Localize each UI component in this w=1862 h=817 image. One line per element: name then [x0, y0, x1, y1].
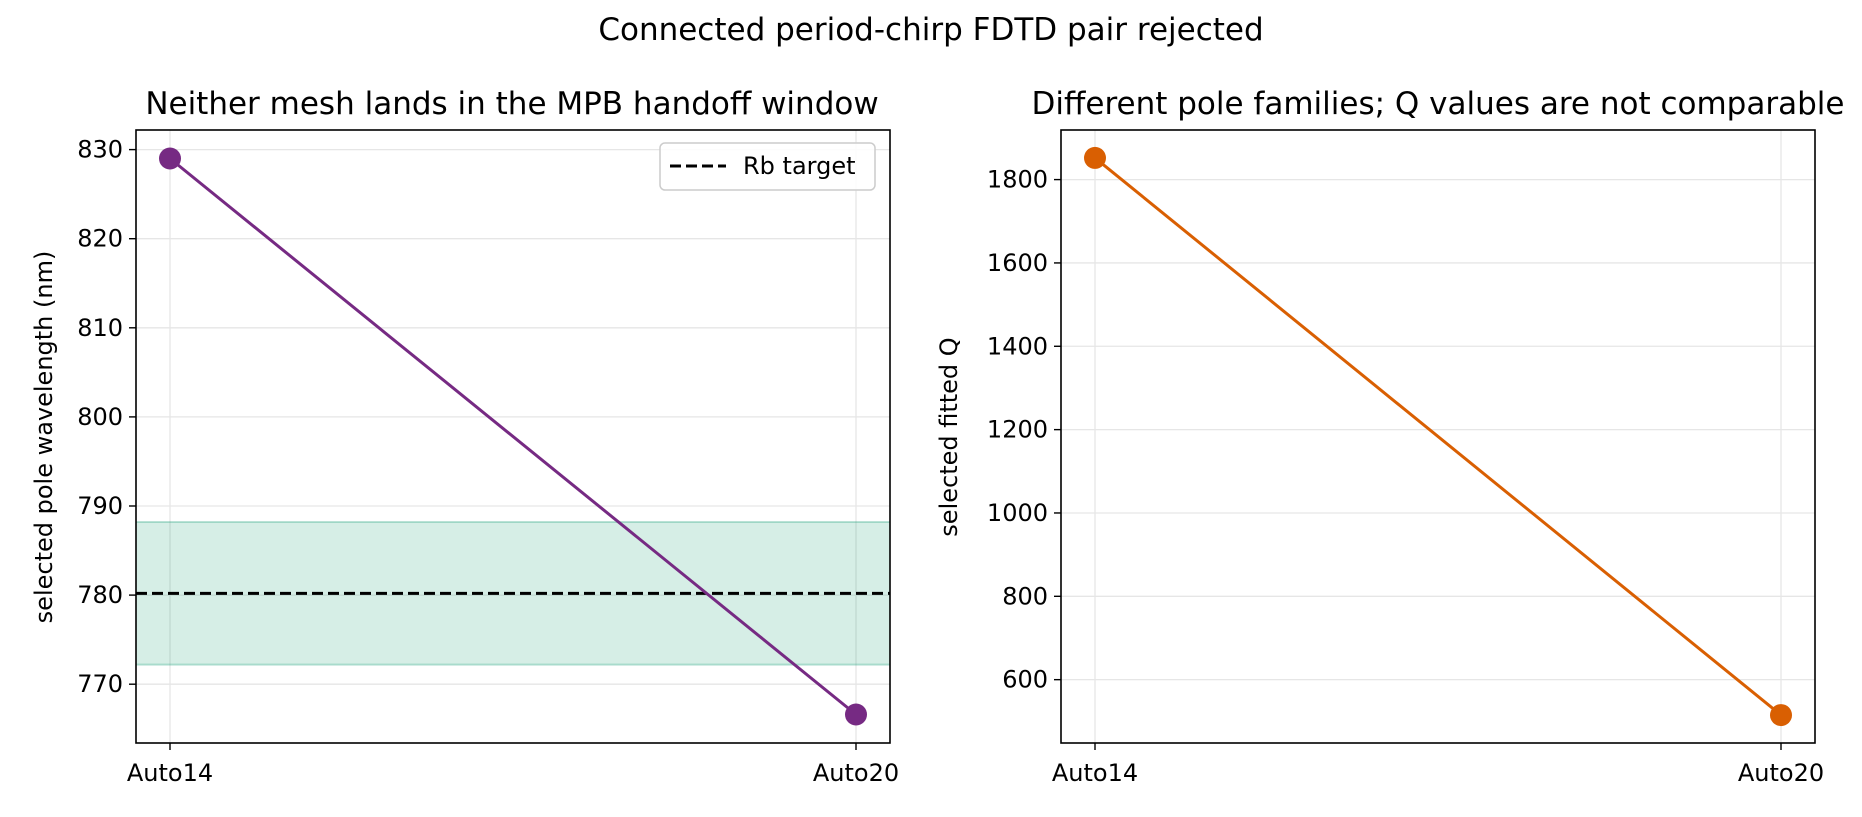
series-line-q [1094, 156, 1782, 717]
chart-panel-q: Different pole families; Q values are no… [935, 86, 1844, 787]
y-tick-label: 800 [1002, 582, 1048, 610]
x-tick-label-auto14: Auto14 [1052, 759, 1138, 787]
series-wavelength [159, 147, 867, 726]
panel-title-wavelength: Neither mesh lands in the MPB handoff wi… [145, 86, 878, 122]
data-point-auto20 [1770, 704, 1792, 727]
data-point-auto14 [159, 147, 181, 170]
grid-wavelength [136, 130, 890, 743]
x-ticks-wavelength: Auto14 Auto20 [127, 743, 899, 787]
y-tick-label: 800 [77, 403, 123, 431]
plot-frame-wavelength [135, 129, 891, 744]
grid-q [1061, 130, 1815, 743]
y-axis-label-q: selected fitted Q [935, 337, 963, 536]
legend-box [659, 142, 876, 191]
y-tick-label: 1400 [987, 332, 1048, 360]
series-q [1084, 146, 1792, 727]
data-point-auto14 [1084, 146, 1106, 169]
y-tick-label: 600 [1002, 666, 1048, 694]
y-tick-label: 770 [77, 670, 123, 698]
x-ticks-q: Auto14 Auto20 [1052, 743, 1824, 787]
data-point-auto20 [845, 703, 867, 726]
x-tick-label-auto20: Auto20 [813, 759, 899, 787]
y-tick-label: 1000 [987, 499, 1048, 527]
y-tick-label: 1800 [987, 166, 1048, 194]
x-tick-label-auto14: Auto14 [127, 759, 213, 787]
y-tick-label: 1200 [987, 416, 1048, 444]
x-tick-label-auto20: Auto20 [1738, 759, 1824, 787]
series-line-wavelength [169, 157, 857, 716]
y-ticks-q: 600 800 1000 1200 1400 1600 1800 [987, 166, 1061, 694]
y-axis-label-wavelength: selected pole wavelength (nm) [30, 251, 58, 624]
panel-title-q: Different pole families; Q values are no… [1032, 86, 1845, 122]
legend-entry-rb-target: Rb target [743, 152, 856, 180]
y-ticks-wavelength: 770 780 790 800 810 820 830 [77, 136, 136, 698]
y-tick-label: 790 [77, 492, 123, 520]
y-tick-label: 830 [77, 136, 123, 164]
y-tick-label: 1600 [987, 249, 1048, 277]
chart-panel-wavelength: Neither mesh lands in the MPB handoff wi… [30, 86, 899, 787]
legend-wavelength: Rb target [659, 142, 876, 191]
plot-frame-q [1060, 129, 1816, 744]
y-tick-label: 810 [77, 314, 123, 342]
figure-suptitle: Connected period-chirp FDTD pair rejecte… [598, 12, 1263, 48]
y-tick-label: 780 [77, 581, 123, 609]
y-tick-label: 820 [77, 225, 123, 253]
